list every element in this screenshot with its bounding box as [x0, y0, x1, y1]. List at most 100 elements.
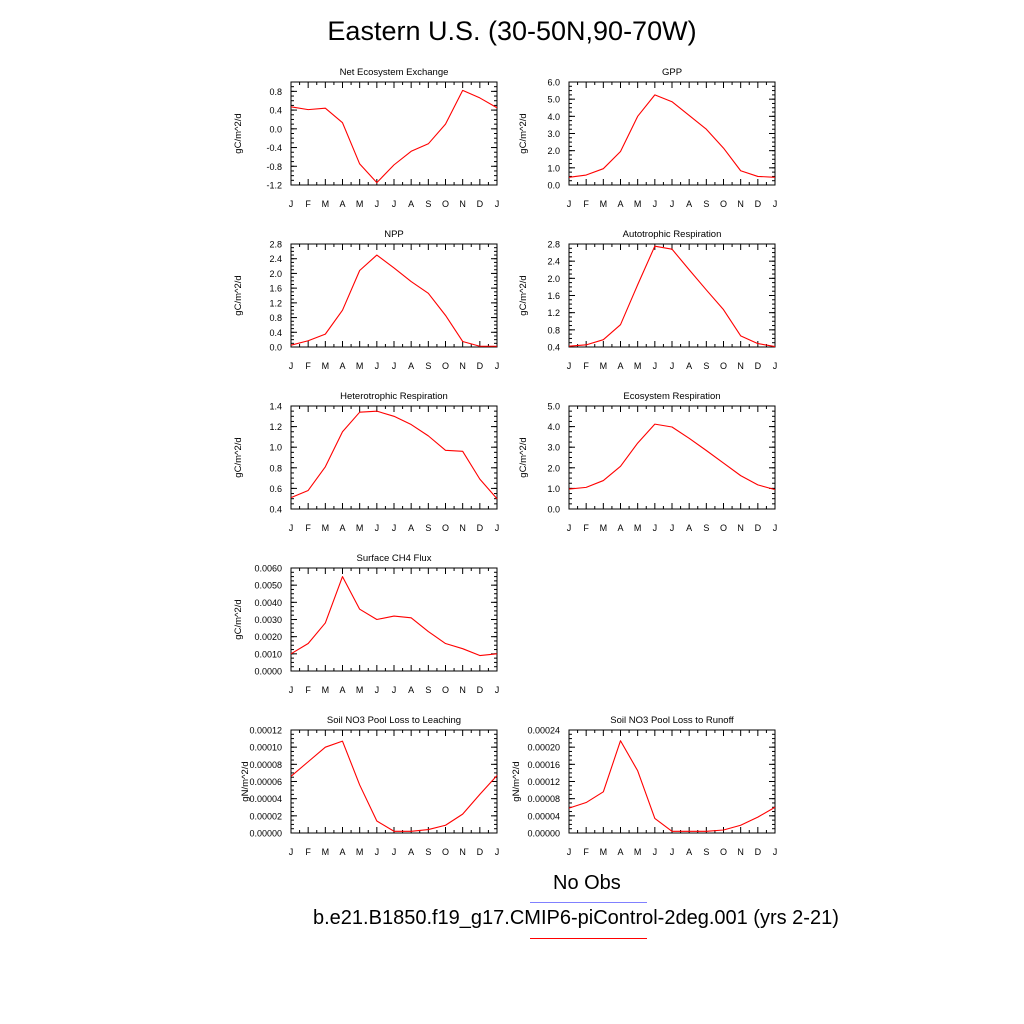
y-tick-label: 0.00012	[249, 726, 282, 736]
x-tick-label: F	[305, 199, 311, 209]
y-tick-label: 5.0	[547, 95, 560, 105]
x-tick-label: M	[322, 847, 330, 857]
x-tick-label: J	[670, 523, 675, 533]
x-tick-label: J	[567, 847, 572, 857]
x-tick-label: N	[737, 361, 744, 371]
x-tick-label: F	[305, 847, 311, 857]
y-tick-label: -0.8	[266, 162, 282, 172]
y-tick-label: 0.0050	[254, 581, 282, 591]
x-tick-label: J	[392, 847, 397, 857]
series-line	[568, 245, 776, 348]
x-tick-label: J	[773, 361, 778, 371]
y-tick-label: 0.0060	[254, 564, 282, 574]
x-tick-label: J	[289, 847, 294, 857]
x-tick-label: O	[442, 199, 449, 209]
y-tick-label: -0.4	[266, 143, 282, 153]
x-tick-label: J	[289, 199, 294, 209]
x-tick-label: D	[755, 199, 762, 209]
x-tick-label: S	[425, 361, 431, 371]
y-tick-label: 6.0	[547, 78, 560, 88]
y-tick-label: 0.8	[269, 313, 282, 323]
x-tick-label: S	[703, 361, 709, 371]
chart-title: Soil NO3 Pool Loss to Runoff	[610, 715, 734, 726]
x-tick-label: D	[477, 685, 484, 695]
x-tick-label: J	[567, 523, 572, 533]
y-tick-label: 0.00002	[249, 811, 282, 821]
y-axis-label: gN/m^2/d	[240, 761, 251, 801]
series-line	[290, 89, 498, 184]
y-tick-label: 2.4	[269, 254, 282, 264]
x-tick-label: D	[477, 361, 484, 371]
x-tick-label: A	[339, 847, 345, 857]
x-tick-label: J	[653, 361, 658, 371]
y-tick-label: 1.0	[547, 163, 560, 173]
x-tick-label: J	[375, 199, 380, 209]
y-tick-label: 4.0	[547, 112, 560, 122]
y-tick-label: 0.00020	[527, 743, 560, 753]
x-tick-label: J	[653, 847, 658, 857]
x-tick-label: J	[375, 523, 380, 533]
x-tick-label: J	[495, 847, 500, 857]
x-tick-label: M	[322, 685, 330, 695]
y-tick-label: 1.0	[269, 443, 282, 453]
y-tick-label: 2.0	[547, 463, 560, 473]
x-tick-label: J	[392, 199, 397, 209]
x-tick-label: O	[442, 361, 449, 371]
x-tick-label: J	[289, 361, 294, 371]
y-tick-label: 1.6	[269, 284, 282, 294]
chart-panel-9: J F M A M J J A S O N D J0.000240.000200.000160.0001…	[511, 715, 777, 857]
x-tick-label: J	[392, 685, 397, 695]
y-tick-label: 2.0	[547, 274, 560, 284]
x-tick-label: D	[477, 847, 484, 857]
x-tick-label: J	[495, 685, 500, 695]
y-tick-label: 0.0	[269, 343, 282, 353]
x-tick-label: M	[356, 685, 364, 695]
x-tick-label: S	[425, 523, 431, 533]
y-axis-label: gC/m^2/d	[233, 437, 244, 477]
y-tick-label: 0.4	[269, 505, 282, 515]
chart-title: Heterotrophic Respiration	[340, 391, 448, 402]
plot-frame	[290, 567, 498, 672]
y-tick-label: 0.4	[269, 328, 282, 338]
y-tick-label: 1.2	[269, 422, 282, 432]
y-tick-label: 0.00016	[527, 760, 560, 770]
x-tick-label: J	[773, 847, 778, 857]
y-tick-label: 0.00004	[527, 811, 560, 821]
y-tick-label: 0.0010	[254, 649, 282, 659]
chart-panel-8: J F M A M J J A S O N D J0.000120.000100.000080.0000…	[240, 715, 499, 857]
x-tick-label: M	[634, 847, 642, 857]
series-line	[290, 576, 498, 657]
y-tick-label: 0.00000	[249, 829, 282, 839]
x-tick-label: M	[322, 199, 330, 209]
plot-frame	[568, 729, 776, 834]
x-tick-label: J	[495, 199, 500, 209]
y-tick-label: 2.8	[269, 240, 282, 250]
x-tick-label: J	[773, 523, 778, 533]
x-tick-label: M	[600, 847, 608, 857]
y-tick-label: -1.2	[266, 181, 282, 191]
y-tick-label: 0.6	[269, 484, 282, 494]
series-line	[568, 94, 776, 178]
y-axis-label: gC/m^2/d	[518, 113, 529, 153]
x-tick-label: D	[755, 361, 762, 371]
x-tick-label: A	[408, 523, 414, 533]
y-tick-label: 0.0	[269, 124, 282, 134]
plot-frame	[290, 81, 498, 186]
x-tick-label: O	[442, 847, 449, 857]
x-tick-label: O	[720, 361, 727, 371]
y-axis-label: gC/m^2/d	[233, 275, 244, 315]
x-tick-label: O	[442, 523, 449, 533]
x-tick-label: J	[289, 523, 294, 533]
chart-title: GPP	[662, 67, 682, 78]
x-tick-label: O	[720, 199, 727, 209]
x-tick-label: A	[686, 523, 692, 533]
chart-panel-3: J F M A M J J A S O N D J2.82.42.01.61.20.80.40.0NPP…	[233, 229, 499, 371]
y-tick-label: 1.6	[547, 291, 560, 301]
x-tick-label: M	[322, 523, 330, 533]
y-tick-label: 1.4	[269, 402, 282, 412]
x-tick-label: M	[322, 361, 330, 371]
chart-title: Net Ecosystem Exchange	[340, 67, 449, 78]
x-tick-label: O	[442, 685, 449, 695]
chart-panel-5: J F M A M J J A S O N D J1.41.21.00.80.60.4Heterotro…	[233, 391, 499, 533]
